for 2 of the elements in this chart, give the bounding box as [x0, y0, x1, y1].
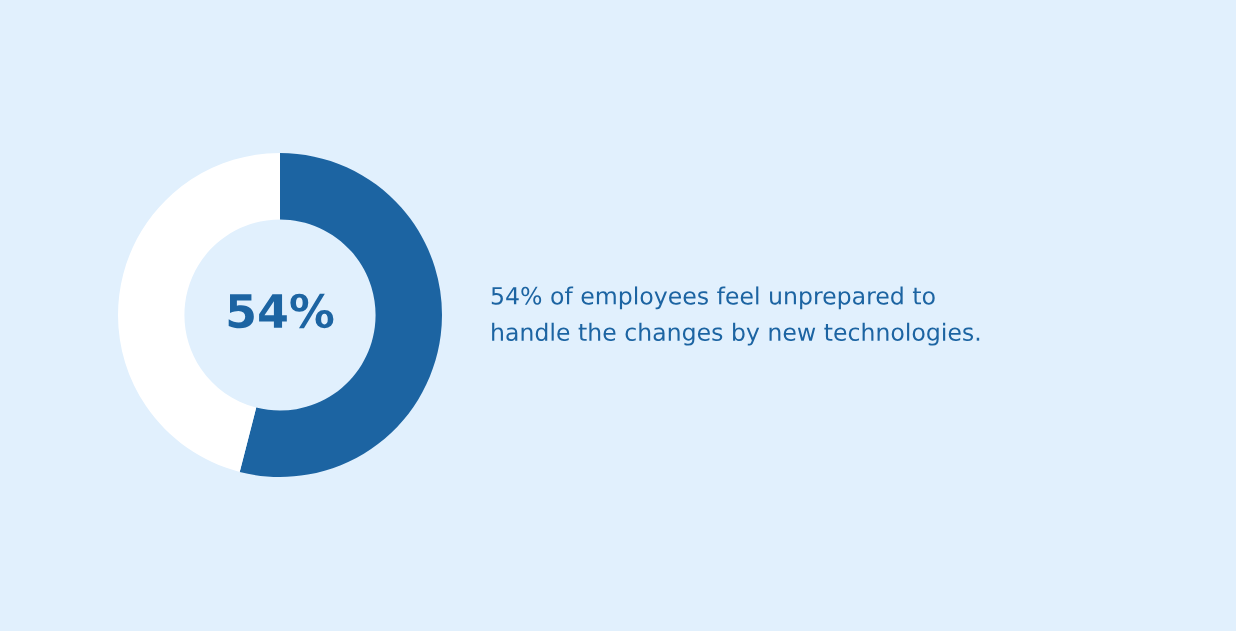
data-label: 54% — [228, 293, 334, 329]
text: 54% of employees feel unprepared to handle the changes by new technologies. — [491, 286, 980, 346]
